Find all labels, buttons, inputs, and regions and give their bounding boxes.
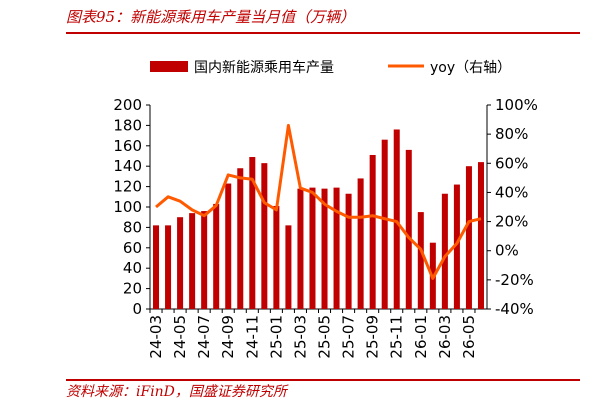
bar (465, 166, 472, 309)
bar (153, 225, 160, 309)
x-tick-label: 26-01 (412, 315, 430, 359)
left-tick-label: 80 (123, 218, 142, 236)
bar (477, 162, 484, 309)
legend-label-line: yoy（右轴） (430, 60, 511, 76)
right-tick-label: 40% (495, 183, 528, 201)
legend-swatch-bar (150, 61, 188, 72)
left-tick-label: 160 (113, 137, 142, 155)
right-tick-label: 100% (495, 96, 538, 114)
bar (177, 217, 184, 309)
x-tick-label: 24-05 (171, 315, 189, 359)
x-tick-label: 24-07 (195, 315, 213, 359)
x-tick-label: 24-11 (243, 315, 261, 359)
left-tick-label: 100 (113, 198, 142, 216)
x-tick-label: 25-03 (291, 315, 309, 359)
bar (297, 188, 304, 309)
left-tick-label: 60 (123, 239, 142, 257)
bar (393, 129, 400, 309)
right-tick-label: 60% (495, 154, 528, 172)
right-tick-label: 20% (495, 213, 528, 231)
left-tick-label: 120 (113, 178, 142, 196)
x-tick-label: 25-05 (316, 315, 334, 359)
x-tick-label: 24-09 (219, 315, 237, 359)
bar (261, 163, 268, 309)
left-tick-label: 180 (113, 116, 142, 134)
bar (273, 205, 280, 309)
bar (249, 157, 256, 309)
bar (357, 178, 364, 309)
bar (309, 187, 316, 309)
right-tick-label: -40% (495, 300, 534, 318)
x-tick-label: 25-01 (267, 315, 285, 359)
left-tick-label: 140 (113, 157, 142, 175)
bar (441, 193, 448, 309)
x-tick-label: 24-03 (147, 315, 165, 359)
legend: 国内新能源乘用车产量 yoy（右轴） (150, 59, 511, 76)
right-tick-label: -20% (495, 271, 534, 289)
source-divider (66, 379, 580, 381)
chart-title: 图表95：新能源乘用车产量当月值（万辆） (66, 8, 356, 26)
legend-label-bar: 国内新能源乘用车产量 (194, 59, 334, 76)
x-tick-label: 26-03 (436, 315, 454, 359)
left-tick-label: 200 (113, 96, 142, 114)
yoy-line (155, 123, 482, 280)
x-tick-label: 25-11 (388, 315, 406, 359)
bar (201, 211, 208, 309)
x-tick-label: 26-05 (460, 315, 478, 359)
bar-series (153, 129, 484, 309)
bar (285, 225, 292, 309)
source-note: 资料来源：iFinD，国盛证券研究所 (66, 384, 287, 400)
x-tick-label: 25-07 (340, 315, 358, 359)
line-series (155, 123, 482, 280)
bar (213, 203, 220, 309)
left-tick-label: 40 (123, 259, 142, 277)
bar (417, 212, 424, 309)
left-tick-label: 0 (132, 300, 142, 318)
bar (321, 188, 328, 309)
title-divider (66, 32, 580, 34)
right-tick-label: 0% (495, 242, 519, 260)
x-tick-label: 25-09 (364, 315, 382, 359)
bar (189, 213, 196, 309)
bar (165, 225, 172, 309)
bar (225, 183, 232, 309)
bar (333, 187, 340, 309)
left-tick-label: 20 (123, 280, 142, 298)
axes (146, 104, 491, 313)
right-tick-label: 80% (495, 125, 528, 143)
bar (345, 193, 352, 309)
tick-labels: 0 20 40 60 80 100 120 140 160 180 200 -40% -20% 0% 20%… (113, 96, 538, 359)
bar (405, 149, 412, 309)
bar (381, 139, 388, 309)
bar (237, 168, 244, 309)
bar (369, 154, 376, 309)
bar (453, 184, 460, 309)
